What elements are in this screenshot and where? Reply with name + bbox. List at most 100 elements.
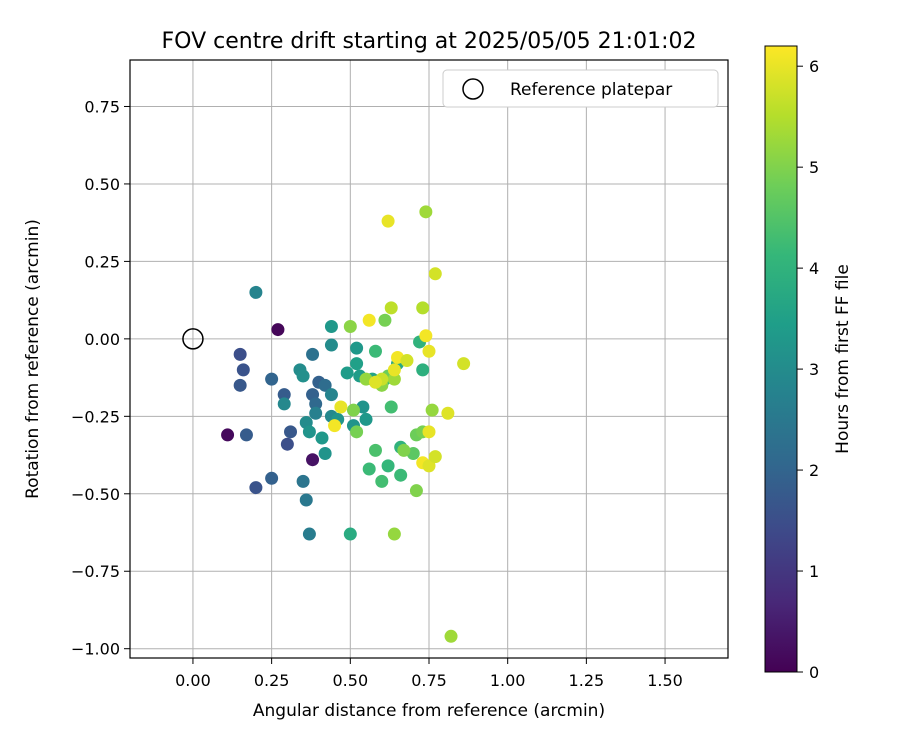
data-point bbox=[343, 527, 357, 541]
data-point bbox=[350, 341, 364, 355]
data-point bbox=[306, 347, 320, 361]
data-point bbox=[368, 443, 382, 457]
data-point bbox=[381, 214, 395, 228]
data-point bbox=[233, 378, 247, 392]
data-point bbox=[362, 462, 376, 476]
data-point bbox=[299, 493, 313, 507]
colorbar-tick-label: 1 bbox=[809, 562, 819, 581]
data-point bbox=[368, 344, 382, 358]
data-point bbox=[236, 363, 250, 377]
y-tick-label: −0.50 bbox=[71, 485, 120, 504]
data-point bbox=[265, 471, 279, 485]
data-point bbox=[346, 403, 360, 417]
data-point bbox=[387, 527, 401, 541]
data-point bbox=[233, 347, 247, 361]
y-tick-label: −0.75 bbox=[71, 562, 120, 581]
data-point bbox=[221, 428, 235, 442]
data-point bbox=[419, 205, 433, 219]
x-axis-ticks: 0.00 0.25 0.50 0.75 1.00 1.25 1.50 bbox=[175, 658, 683, 690]
data-points bbox=[221, 205, 471, 643]
data-point bbox=[280, 437, 294, 451]
x-axis-label: Angular distance from reference (arcmin) bbox=[253, 701, 605, 721]
data-point bbox=[296, 474, 310, 488]
data-point bbox=[384, 301, 398, 315]
data-point bbox=[239, 428, 253, 442]
x-tick-label: 1.00 bbox=[490, 671, 526, 690]
data-point bbox=[324, 338, 338, 352]
colorbar-ticks: 0 1 2 3 4 5 6 bbox=[797, 57, 819, 682]
x-tick-label: 0.50 bbox=[333, 671, 369, 690]
data-point bbox=[419, 329, 433, 343]
legend-marker-icon bbox=[462, 78, 484, 100]
data-point bbox=[350, 357, 364, 371]
data-point bbox=[444, 629, 458, 643]
colorbar-tick-label: 0 bbox=[809, 663, 819, 682]
x-tick-label: 0.00 bbox=[175, 671, 211, 690]
data-point bbox=[422, 344, 436, 358]
data-point bbox=[249, 285, 263, 299]
reference-platepar-marker bbox=[182, 328, 204, 350]
y-axis-ticks: 0.75 0.50 0.25 0.00 −0.25 −0.50 −0.75 −1.00 bbox=[71, 97, 130, 659]
data-point bbox=[309, 397, 323, 411]
data-point bbox=[387, 363, 401, 377]
colorbar-tick-label: 3 bbox=[809, 360, 819, 379]
data-point bbox=[394, 468, 408, 482]
y-tick-label: −1.00 bbox=[71, 640, 120, 659]
legend-box bbox=[442, 69, 719, 108]
data-point bbox=[306, 453, 320, 467]
data-point bbox=[428, 267, 442, 281]
data-point bbox=[422, 425, 436, 439]
x-tick-label: 1.25 bbox=[569, 671, 605, 690]
data-point bbox=[350, 425, 364, 439]
data-point bbox=[441, 406, 455, 420]
data-point bbox=[302, 527, 316, 541]
data-point bbox=[400, 354, 414, 368]
data-point bbox=[277, 397, 291, 411]
data-point bbox=[409, 484, 423, 498]
legend: Reference platepar bbox=[442, 69, 719, 108]
colorbar-tick-label: 2 bbox=[809, 461, 819, 480]
data-point bbox=[397, 443, 411, 457]
chart-title: FOV centre drift starting at 2025/05/05 … bbox=[162, 29, 697, 54]
y-tick-label: 0.25 bbox=[84, 252, 120, 271]
data-point bbox=[296, 369, 310, 383]
data-point bbox=[428, 450, 442, 464]
x-tick-label: 1.50 bbox=[647, 671, 683, 690]
data-point bbox=[343, 319, 357, 333]
colorbar-tick-label: 4 bbox=[809, 259, 819, 278]
y-tick-label: −0.25 bbox=[71, 407, 120, 426]
data-point bbox=[384, 400, 398, 414]
data-point bbox=[362, 313, 376, 327]
y-tick-label: 0.75 bbox=[84, 97, 120, 116]
data-point bbox=[375, 474, 389, 488]
data-point bbox=[271, 323, 285, 337]
y-tick-label: 0.50 bbox=[84, 175, 120, 194]
data-point bbox=[359, 412, 373, 426]
data-point bbox=[315, 431, 329, 445]
data-point bbox=[416, 363, 430, 377]
y-axis-label: Rotation from reference (arcmin) bbox=[23, 219, 43, 499]
colorbar-tick-label: 6 bbox=[809, 57, 819, 76]
x-tick-label: 0.25 bbox=[254, 671, 290, 690]
colorbar-label: Hours from first FF file bbox=[833, 264, 853, 454]
data-point bbox=[368, 375, 382, 389]
grid-lines bbox=[130, 60, 728, 658]
data-point bbox=[249, 481, 263, 495]
data-point bbox=[381, 459, 395, 473]
data-point bbox=[328, 419, 342, 433]
data-point bbox=[265, 372, 279, 386]
x-tick-label: 0.75 bbox=[411, 671, 447, 690]
data-point bbox=[425, 403, 439, 417]
data-point bbox=[324, 388, 338, 402]
data-point bbox=[309, 406, 323, 420]
data-point bbox=[318, 447, 332, 461]
data-point bbox=[378, 313, 392, 327]
data-point bbox=[340, 366, 354, 380]
data-point bbox=[318, 378, 332, 392]
data-point bbox=[334, 400, 348, 414]
legend-label: Reference platepar bbox=[510, 80, 672, 100]
data-point bbox=[324, 319, 338, 333]
colorbar-tick-label: 5 bbox=[809, 158, 819, 177]
y-tick-label: 0.00 bbox=[84, 330, 120, 349]
